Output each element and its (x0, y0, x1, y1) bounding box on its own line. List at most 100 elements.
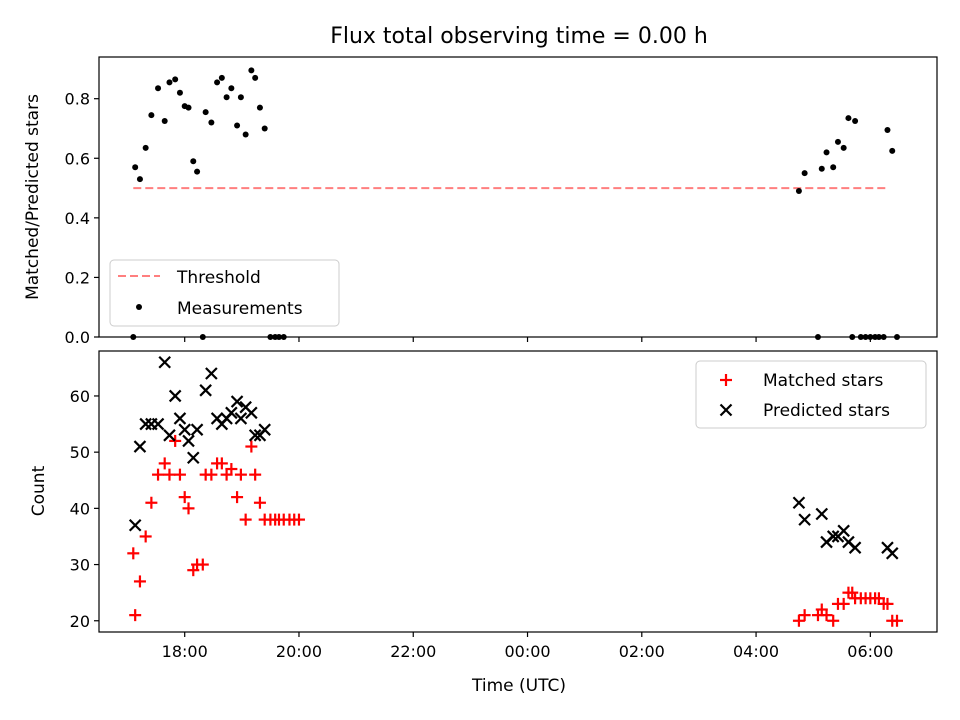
predicted-star-point (245, 406, 258, 420)
matched-star-point (239, 513, 252, 526)
legend-measurement-label: Measurements (177, 299, 303, 319)
predicted-marker-stroke (190, 423, 204, 436)
count-plot-frame (98, 350, 938, 633)
count-y-axis-label: Count (29, 465, 49, 516)
legend-matched-swatch (720, 374, 732, 386)
predicted-star-point (178, 423, 191, 436)
measurement-point (176, 89, 183, 96)
predicted-marker-stroke (234, 412, 248, 425)
count-x-tick-label: 04:00 (733, 642, 779, 661)
matched-star-point (169, 434, 182, 447)
measurement-point (834, 138, 841, 145)
matched-star-point (215, 457, 228, 470)
matched-star-point (245, 440, 258, 453)
predicted-marker-stroke (178, 423, 191, 436)
count-x-tick-label: 22:00 (390, 642, 436, 661)
matched-star-point (163, 468, 176, 481)
predicted-marker-stroke (168, 389, 182, 403)
matched-star-point (798, 609, 811, 622)
figure-title: Flux total observing time = 0.00 h (330, 24, 708, 49)
predicted-marker-stroke (205, 367, 218, 380)
predicted-star-point (885, 547, 899, 560)
predicted-star-point (798, 513, 811, 526)
count-y-tick-label: 40 (70, 499, 90, 518)
matched-star-point (139, 530, 152, 543)
count-x-tick-label: 02:00 (619, 642, 665, 661)
count-y-tick-label: 20 (70, 612, 90, 631)
predicted-marker-stroke (258, 423, 271, 436)
matched-star-point (173, 468, 186, 481)
count-x-tick-label: 00:00 (504, 642, 550, 661)
count-x-tick-label: 20:00 (276, 642, 322, 661)
predicted-star-point (151, 417, 165, 431)
predicted-star-point (205, 367, 218, 380)
matched-star-point (827, 614, 840, 627)
predicted-marker-stroke (837, 524, 850, 538)
measurement-point (190, 158, 197, 165)
measurement-point (261, 125, 268, 132)
matched-star-point (178, 491, 191, 504)
predicted-marker-stroke (230, 395, 244, 408)
measurement-point (194, 168, 201, 175)
measurement-point (256, 104, 263, 111)
predicted-star-point (258, 423, 271, 436)
matched-star-point (249, 468, 262, 481)
matched-star-point (891, 614, 904, 627)
measurement-point (214, 79, 221, 86)
measurement-point (840, 144, 847, 151)
predicted-marker-stroke (842, 535, 855, 549)
predicted-marker-stroke (826, 530, 840, 543)
predicted-marker-stroke (151, 417, 165, 431)
predicted-marker-stroke (248, 429, 262, 442)
predicted-star-point (168, 389, 182, 403)
count-legend-box (695, 360, 927, 429)
ratio-legend: Threshold Measurements (109, 259, 340, 327)
measurement-point (248, 67, 255, 74)
predicted-marker-stroke (173, 412, 187, 425)
matched-star-point (792, 614, 805, 627)
matched-star-point (225, 463, 238, 476)
measurement-point (132, 164, 139, 171)
matched-star-point (253, 496, 266, 509)
count-legend: Matched stars Predicted stars (695, 360, 927, 429)
predicted-marker-stroke (133, 440, 147, 453)
measurement-point (823, 149, 830, 156)
ratio-y-tick-label: 0.6 (65, 149, 90, 168)
measurement-point (218, 74, 225, 81)
matched-star-point (846, 586, 859, 599)
measurement-point (795, 188, 802, 195)
matched-star-point (820, 609, 833, 622)
measurement-point (223, 94, 230, 101)
matched-star-point (837, 597, 850, 610)
measurement-point (136, 176, 143, 183)
measurement-point (148, 112, 155, 119)
predicted-marker-stroke (163, 429, 176, 442)
matched-star-point (145, 496, 158, 509)
measurement-point (845, 115, 852, 122)
ratio-y-tick-label: 0.0 (65, 328, 90, 347)
predicted-marker-stroke (798, 513, 811, 526)
predicted-star-point (186, 451, 200, 465)
matched-star-point (133, 575, 146, 588)
ratio-y-axis-label: Matched/Predicted stars (23, 94, 43, 300)
measurement-point (185, 104, 192, 111)
legend-predicted-label: Predicted stars (763, 401, 890, 421)
count-x-tick-label: 06:00 (847, 642, 893, 661)
predicted-star-point (234, 412, 248, 425)
predicted-star-point (139, 417, 152, 431)
legend-predicted-swatch (719, 403, 733, 417)
predicted-marker-stroke (139, 417, 152, 431)
matched-star-point (205, 468, 218, 481)
ratio-y-tick-label: 0.4 (65, 209, 90, 228)
ratio-y-tick-label: 0.8 (65, 90, 90, 109)
measurement-point (172, 76, 179, 83)
ratio-plot-frame (98, 56, 938, 338)
measurement-point (830, 164, 837, 171)
matched-star-point (152, 468, 165, 481)
predicted-marker-stroke (182, 434, 195, 448)
predicted-star-point (230, 395, 244, 408)
measurement-point (801, 170, 808, 177)
predicted-marker-stroke (158, 355, 171, 369)
